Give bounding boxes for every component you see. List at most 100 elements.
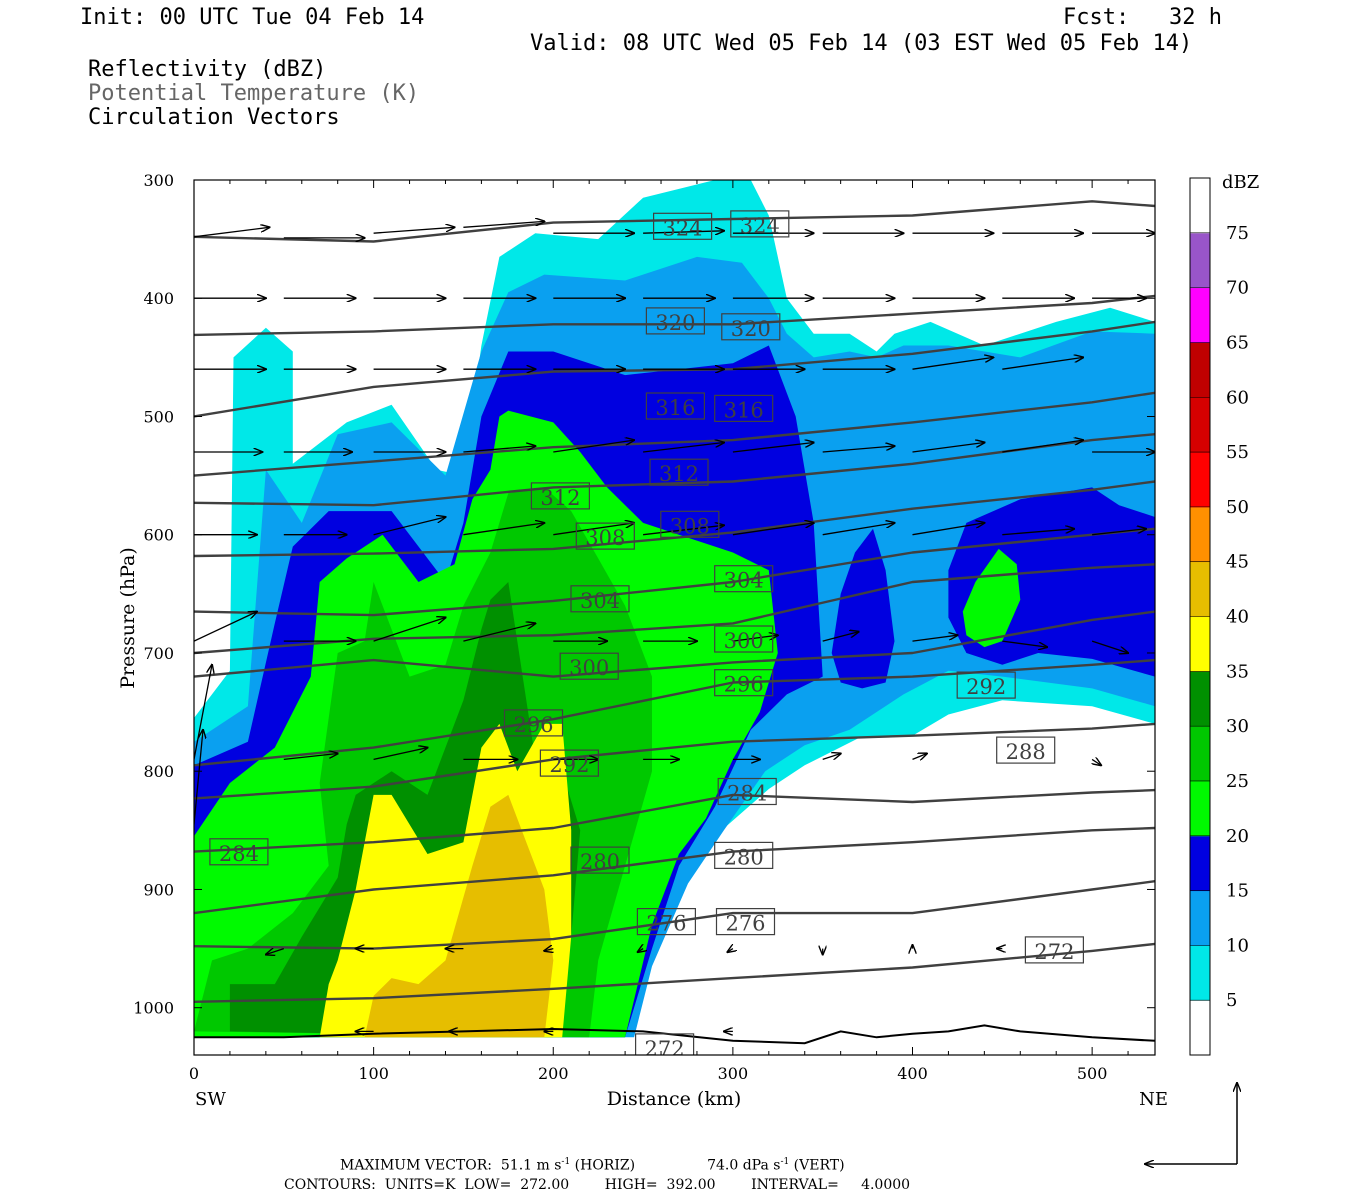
wind-vector-40 <box>912 443 985 453</box>
contour-label-11: 304 <box>580 589 620 613</box>
isentrope-288 <box>194 658 1155 767</box>
contour-label-8: 308 <box>670 514 710 538</box>
wind-vector-56 <box>373 618 446 642</box>
wind-vector-53 <box>1092 529 1146 536</box>
wind-vector-81 <box>728 949 733 953</box>
isentrope-308 <box>194 433 1155 507</box>
colorbar-swatch-14 <box>1190 232 1210 289</box>
isentrope-296 <box>194 563 1155 655</box>
reflectivity-region-15-dbz-3 <box>831 528 895 689</box>
contour-label-box-10 <box>714 565 774 593</box>
colorbar-label-15: 15 <box>1226 881 1249 902</box>
contour-label-box-24 <box>715 907 776 936</box>
wind-vector-36 <box>553 440 634 453</box>
wind-vector-73 <box>822 754 841 760</box>
wind-vector-46 <box>463 523 544 536</box>
isentrope-268 <box>194 942 1155 1003</box>
contour-label-0: 324 <box>663 216 703 240</box>
wind-vector-57 <box>463 623 535 642</box>
exponent-vert: -1 <box>780 1157 790 1167</box>
wind-vector-79 <box>544 949 553 951</box>
contour-label-box-16 <box>956 671 1016 699</box>
colorbar-label-45: 45 <box>1226 552 1249 573</box>
contour-label-4: 316 <box>655 396 695 420</box>
forecast-hour: Fcst: 32 h <box>1063 5 1222 30</box>
wind-vector-49 <box>732 523 814 536</box>
contour-label-14: 296 <box>724 673 764 697</box>
wind-vector-3 <box>463 221 544 228</box>
colorbar-label-70: 70 <box>1226 278 1249 299</box>
reflectivity-region-40-dbz-10 <box>364 794 554 1038</box>
x-tick-label-500: 500 <box>1077 1064 1108 1083</box>
contour-label-box-26 <box>634 1033 695 1055</box>
colorbar-swatch-1 <box>1190 945 1210 1001</box>
contour-label-box-2 <box>645 307 706 335</box>
colorbar-label-65: 65 <box>1226 332 1249 353</box>
wind-vector-47 <box>553 523 634 536</box>
contours-note: CONTOURS: UNITS=K LOW= 272.00 HIGH= 392.… <box>284 1177 911 1193</box>
colorbar-label-30: 30 <box>1226 716 1249 737</box>
contour-label-25: 272 <box>1034 940 1074 964</box>
colorbar-label-25: 25 <box>1226 771 1249 792</box>
valid-time: Valid: 08 UTC Wed 05 Feb 14 (03 EST Wed … <box>530 31 1193 56</box>
contour-label-box-21 <box>714 841 774 870</box>
isentrope-320 <box>194 294 1155 337</box>
isentrope-276 <box>194 826 1155 915</box>
y-tick-label-900: 900 <box>143 880 174 899</box>
max-vector-horiz: (HORIZ) <box>574 1157 636 1174</box>
contour-label-box-11 <box>570 585 630 613</box>
wind-vector-65 <box>194 665 212 760</box>
contour-label-15: 296 <box>513 713 553 737</box>
contour-label-box-15 <box>503 709 564 737</box>
colorbar: 5 10 15 20 25 30 35 40 45 50 55 60 65 70 75 <box>1189 177 1249 1056</box>
max-vector-prefix: MAXIMUM VECTOR: 51.1 m s <box>340 1157 562 1174</box>
wind-vector-61 <box>822 632 859 642</box>
contour-label-22: 280 <box>580 850 620 874</box>
colorbar-swatch-13 <box>1190 287 1210 343</box>
x-tick-label-100: 100 <box>358 1064 389 1083</box>
wind-vector-63 <box>1002 640 1047 647</box>
plot-frame <box>193 179 1156 1056</box>
isentrope-292 <box>194 610 1155 678</box>
wind-vector-2 <box>373 227 455 234</box>
wind-vector-31 <box>1002 357 1083 370</box>
colorbar-label-5: 5 <box>1226 990 1237 1011</box>
colorbar-swatch-10 <box>1190 452 1210 508</box>
wind-vector-30 <box>912 357 994 370</box>
wind-vector-74 <box>912 754 927 760</box>
y-tick-label-600: 600 <box>143 526 174 545</box>
colorbar-swatch-4 <box>1190 780 1210 837</box>
y-tick-label-500: 500 <box>143 407 174 426</box>
contour-label-box-0 <box>652 212 713 240</box>
exponent-horiz: -1 <box>561 1157 571 1167</box>
contour-label-box-3 <box>721 313 781 341</box>
colorbar-swatch-5 <box>1190 726 1210 782</box>
wind-vector-67 <box>283 754 338 761</box>
wind-vector-52 <box>1002 529 1074 536</box>
field-circulation-vectors: Circulation Vectors <box>88 105 340 130</box>
contour-label-12: 300 <box>724 629 764 653</box>
x-endpoint-right: NE <box>1139 1089 1168 1110</box>
colorbar-label-35: 35 <box>1226 661 1249 682</box>
surface-pressure-line <box>194 1024 1155 1045</box>
contour-label-6: 312 <box>659 462 699 486</box>
wind-vector-50 <box>822 523 895 536</box>
colorbar-label-60: 60 <box>1226 387 1249 408</box>
contour-label-box-23 <box>636 907 697 936</box>
contour-label-20: 284 <box>219 842 259 866</box>
colorbar-swatch-7 <box>1190 616 1210 672</box>
contour-label-2: 320 <box>655 311 695 335</box>
contour-label-9: 308 <box>585 526 625 550</box>
colorbar-label-55: 55 <box>1226 442 1249 463</box>
contour-label-box-14 <box>714 669 774 697</box>
contour-label-7: 312 <box>540 486 580 510</box>
contour-label-3: 320 <box>731 317 771 341</box>
colorbar-label-20: 20 <box>1226 826 1249 847</box>
field-potential-temperature: Potential Temperature (K) <box>88 81 420 106</box>
contour-label-box-13 <box>559 652 619 680</box>
isentrope-280 <box>194 788 1155 853</box>
y-axis-title: Pressure (hPa) <box>117 547 139 689</box>
contour-label-box-9 <box>575 522 635 550</box>
